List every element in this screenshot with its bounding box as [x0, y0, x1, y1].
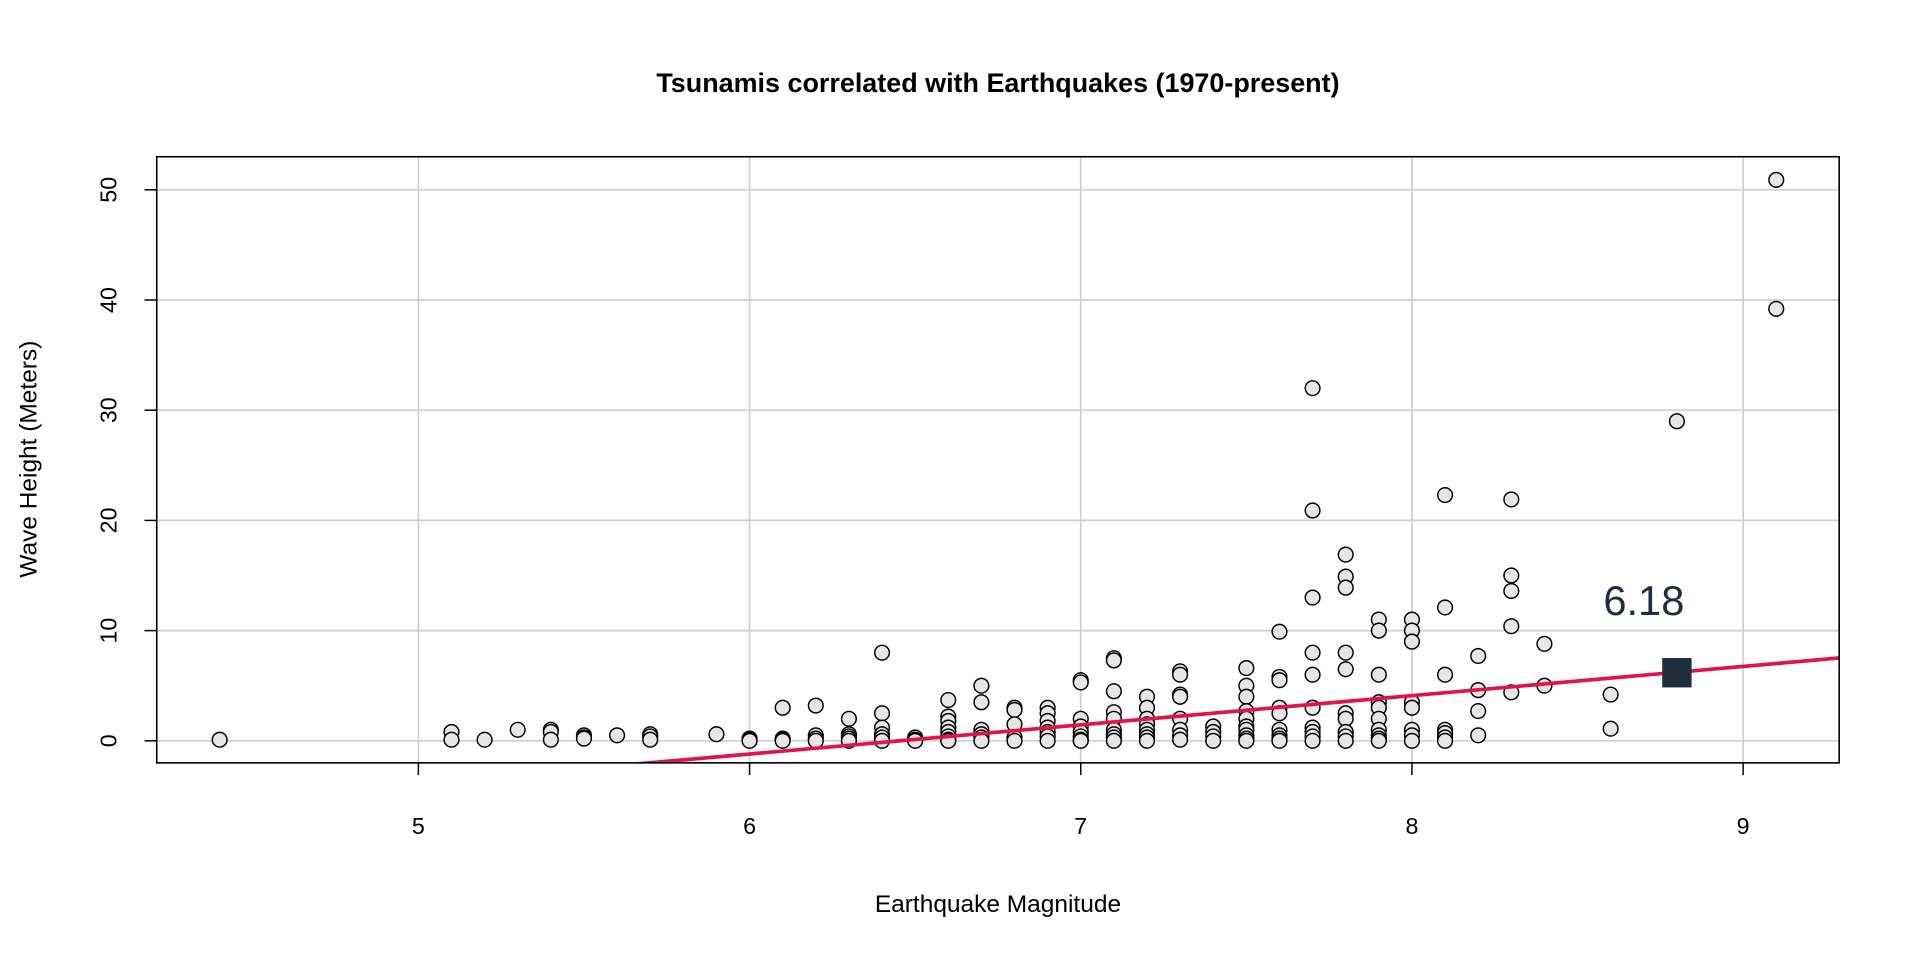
data-point [1105, 652, 1122, 669]
data-point [1238, 688, 1255, 705]
data-point [1271, 672, 1288, 689]
data-point [443, 731, 460, 748]
x-tick-label: 7 [1074, 813, 1087, 839]
data-point [1172, 731, 1189, 748]
data-point [1436, 666, 1454, 683]
data-point [1337, 732, 1354, 749]
data-point [1072, 674, 1089, 691]
data-point [1436, 486, 1454, 504]
data-point [1602, 686, 1619, 703]
data-point [1271, 623, 1288, 640]
data-point [1370, 666, 1387, 683]
data-point [1105, 683, 1122, 700]
y-tick-label: 10 [95, 618, 121, 644]
data-point [1503, 567, 1520, 584]
data-point [1072, 732, 1089, 749]
data-point [509, 721, 526, 738]
data-point [211, 731, 228, 748]
data-point [1370, 732, 1387, 749]
data-point [1470, 727, 1487, 744]
data-point [542, 731, 559, 748]
data-point [1403, 732, 1421, 749]
data-point [1138, 732, 1156, 749]
data-point [1271, 732, 1288, 749]
data-point [1470, 647, 1487, 665]
x-tick-label: 9 [1737, 813, 1750, 839]
data-point [873, 705, 891, 722]
data-point [807, 697, 824, 714]
data-point [642, 731, 659, 748]
x-axis-label: Earthquake Magnitude [875, 891, 1121, 918]
highlight-marker [1662, 658, 1692, 688]
axes: 5 6 7 8 9 0 10 20 30 40 50 [95, 177, 1749, 839]
data-point [1039, 732, 1056, 749]
x-tick-label: 5 [412, 813, 425, 839]
data-point [1768, 300, 1785, 317]
data-point [1105, 732, 1122, 749]
data-point [1238, 659, 1255, 677]
data-point [1304, 380, 1321, 397]
data-point [1304, 589, 1321, 606]
data-point [774, 699, 791, 716]
data-point [609, 727, 626, 744]
x-tick-label: 8 [1405, 813, 1418, 839]
data-point [1006, 732, 1023, 749]
data-point [575, 730, 593, 747]
data-point [741, 732, 758, 749]
highlight-label: 6.18 [1603, 577, 1684, 624]
data-point [1304, 502, 1321, 519]
data-point [1337, 644, 1354, 661]
x-tick-label: 6 [743, 813, 756, 839]
y-tick-label: 40 [95, 287, 121, 313]
data-point [1503, 618, 1520, 635]
data-point [1503, 582, 1520, 600]
data-point [1172, 688, 1189, 705]
plot-frame [155, 155, 1840, 764]
data-point [1470, 702, 1487, 720]
data-point [708, 726, 725, 743]
data-point [840, 710, 858, 727]
data-point [1436, 599, 1454, 616]
y-tick-label: 0 [95, 734, 121, 747]
data-point [1436, 732, 1454, 749]
data-point [973, 677, 990, 694]
data-point [1337, 546, 1354, 563]
data-point [774, 732, 791, 749]
data-point [1403, 699, 1421, 716]
data-point [1536, 635, 1553, 652]
data-point [1337, 579, 1354, 596]
data-point [940, 691, 957, 709]
chart-title: Tsunamis correlated with Earthquakes (19… [656, 68, 1339, 98]
data-point [1205, 732, 1222, 749]
data-point [1403, 633, 1421, 650]
points [211, 171, 1785, 749]
data-point [1337, 661, 1354, 678]
y-tick-label: 20 [95, 507, 121, 533]
data-point [476, 731, 493, 748]
data-point [1172, 666, 1189, 683]
data-point [1304, 666, 1321, 683]
data-point [1370, 622, 1387, 639]
data-point [1503, 491, 1520, 508]
y-tick-label: 30 [95, 397, 121, 423]
data-point [1602, 720, 1619, 737]
regression-line [628, 656, 1840, 763]
data-point [1768, 171, 1785, 188]
data-point [1304, 732, 1321, 749]
y-tick-label: 50 [95, 177, 121, 203]
grid [156, 156, 1840, 763]
data-point [1238, 732, 1255, 749]
data-point [973, 694, 990, 711]
y-axis-label: Wave Height (Meters) [16, 341, 43, 578]
data-point [1304, 644, 1321, 661]
data-point [1668, 413, 1685, 430]
data-point [1337, 710, 1354, 727]
data-point [1006, 701, 1023, 719]
data-point [873, 644, 891, 661]
